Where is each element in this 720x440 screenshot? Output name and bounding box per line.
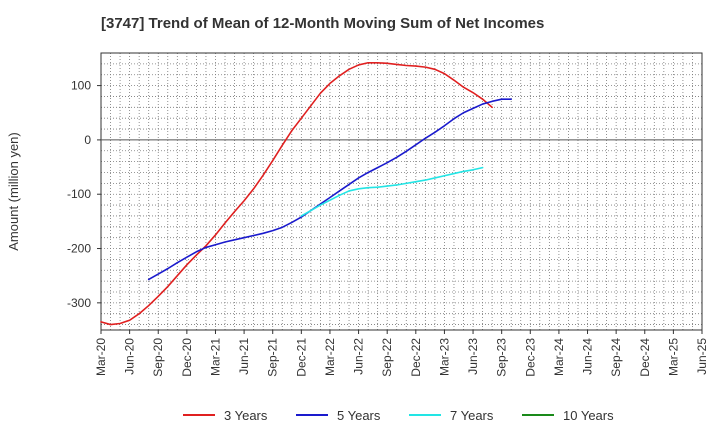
x-tick-label: Dec-21 — [294, 338, 308, 377]
x-tick-label: Sep-24 — [609, 338, 623, 377]
y-tick-label: 0 — [84, 133, 91, 147]
legend-label-7-years: 7 Years — [450, 408, 494, 423]
x-tick-label: Mar-25 — [666, 338, 680, 376]
x-tick-label: Jun-20 — [123, 338, 137, 375]
x-axis-ticks: Mar-20 Jun-20 Sep-20 Dec-20 Mar-21 Jun-21 Sep-… — [94, 330, 709, 377]
x-tick-label: Dec-24 — [638, 338, 652, 377]
y-tick-label: -200 — [67, 242, 91, 256]
x-tick-label: Dec-22 — [409, 338, 423, 377]
series-lines — [100, 61, 513, 326]
x-tick-label: Jun-21 — [237, 338, 251, 375]
legend-label-10-years: 10 Years — [563, 408, 614, 423]
x-tick-label: Mar-22 — [323, 338, 337, 376]
x-tick-label: Jun-24 — [581, 338, 595, 375]
y-axis-label: Amount (million yen) — [6, 132, 21, 251]
plot-frame — [100, 52, 703, 331]
x-tick-label: Sep-21 — [266, 338, 280, 377]
legend-label-5-years: 5 Years — [337, 408, 381, 423]
x-tick-label: Jun-25 — [695, 338, 709, 375]
legend-label-3-years: 3 Years — [224, 408, 268, 423]
x-tick-label: Mar-23 — [437, 338, 451, 376]
x-tick-label: Sep-22 — [380, 338, 394, 377]
series-line-5-years — [147, 98, 513, 281]
x-tick-label: Dec-23 — [523, 338, 537, 377]
series-line-7-years — [300, 166, 484, 217]
x-tick-label: Mar-20 — [94, 338, 108, 376]
chart-title: [3747] Trend of Mean of 12-Month Moving … — [101, 15, 545, 32]
y-axis-ticks: 100 0 -100 -200 -300 — [67, 79, 101, 310]
y-tick-label: 100 — [71, 79, 91, 93]
y-tick-label: -300 — [67, 296, 91, 310]
x-tick-label: Sep-23 — [495, 338, 509, 377]
x-tick-label: Dec-20 — [180, 338, 194, 377]
x-tick-label: Mar-21 — [208, 338, 222, 376]
x-tick-label: Mar-24 — [552, 338, 566, 376]
x-tick-label: Sep-20 — [151, 338, 165, 377]
y-tick-label: -100 — [67, 187, 91, 201]
series-line-3-years — [100, 61, 493, 326]
gridlines — [101, 53, 702, 330]
legend: 3 Years 5 Years 7 Years 10 Years — [183, 408, 614, 423]
x-tick-label: Jun-23 — [466, 338, 480, 375]
x-tick-label: Jun-22 — [352, 338, 366, 375]
